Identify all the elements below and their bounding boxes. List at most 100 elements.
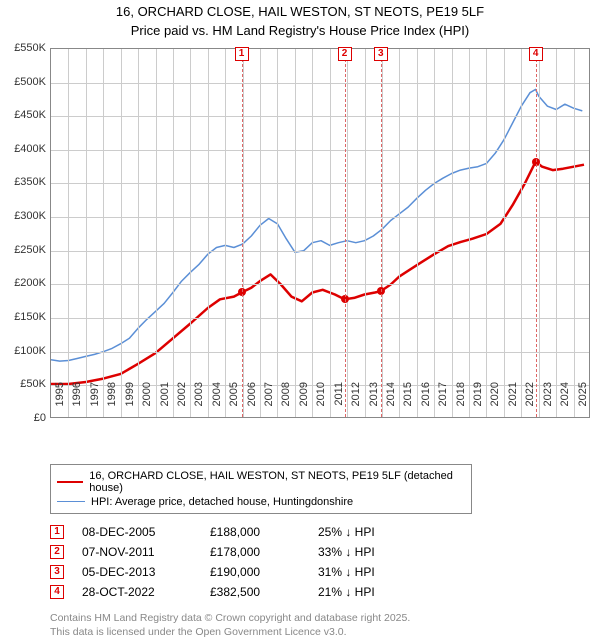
x-axis-label: 2003 [193,382,205,422]
marker-vline [536,49,537,417]
x-gridline [121,49,122,417]
x-axis-label: 1999 [124,382,136,422]
x-gridline [173,49,174,417]
x-gridline [138,49,139,417]
marker-vline [345,49,346,417]
x-gridline [486,49,487,417]
marker-box-1: 1 [235,47,249,61]
sale-price: £188,000 [210,525,300,539]
x-gridline [103,49,104,417]
footnote-line1: Contains HM Land Registry data © Crown c… [50,612,600,626]
x-axis-label: 2005 [228,382,240,422]
series-line-hpi [51,89,582,361]
sale-price: £382,500 [210,585,300,599]
y-gridline [51,352,589,353]
sale-pct-vs-hpi: 31% ↓ HPI [318,565,428,579]
y-axis-label: £250K [6,244,46,256]
x-gridline [243,49,244,417]
x-gridline [417,49,418,417]
sale-pct-vs-hpi: 21% ↓ HPI [318,585,428,599]
x-axis-label: 2015 [402,382,414,422]
sale-date: 08-DEC-2005 [82,525,192,539]
x-gridline [156,49,157,417]
y-axis-label: £200K [6,277,46,289]
x-axis-label: 2001 [159,382,171,422]
y-gridline [51,251,589,252]
x-gridline [469,49,470,417]
x-axis-label: 1995 [54,382,66,422]
sale-marker: 1 [50,525,64,539]
x-gridline [539,49,540,417]
x-axis-label: 2013 [368,382,380,422]
x-gridline [330,49,331,417]
chart-lines-svg [51,49,591,419]
x-axis-label: 2020 [489,382,501,422]
x-gridline [225,49,226,417]
sale-date: 28-OCT-2022 [82,585,192,599]
x-axis-label: 1996 [71,382,83,422]
x-axis-label: 2009 [298,382,310,422]
chart-title-line2: Price paid vs. HM Land Registry's House … [0,23,600,44]
x-gridline [504,49,505,417]
y-axis-label: £150K [6,311,46,323]
x-gridline [260,49,261,417]
x-axis-label: 2000 [141,382,153,422]
y-axis-label: £100K [6,345,46,357]
x-axis-label: 2010 [315,382,327,422]
sales-row: 305-DEC-2013£190,00031% ↓ HPI [50,562,600,582]
marker-box-2: 2 [338,47,352,61]
sale-marker: 2 [50,545,64,559]
y-axis-label: £350K [6,176,46,188]
x-gridline [574,49,575,417]
x-gridline [68,49,69,417]
y-gridline [51,217,589,218]
x-axis-label: 2006 [246,382,258,422]
y-gridline [51,284,589,285]
y-axis-label: £50K [6,378,46,390]
x-gridline [190,49,191,417]
x-axis-label: 2022 [524,382,536,422]
x-axis-label: 2002 [176,382,188,422]
y-gridline [51,116,589,117]
chart-container: 1 2 3 4 £0 £50K £100K £150K £200K £250K £300K £350… [8,44,594,458]
x-axis-label: 2008 [280,382,292,422]
x-axis-label: 2017 [437,382,449,422]
sale-pct-vs-hpi: 25% ↓ HPI [318,525,428,539]
sales-row: 1 08-DEC-2005 £188,000 25% ↓ HPI [50,522,600,542]
x-axis-label: 2019 [472,382,484,422]
x-axis-label: 2016 [420,382,432,422]
plot-area: 1 2 3 4 [50,48,590,418]
sale-price: £178,000 [210,545,300,559]
sale-pct-vs-hpi: 33% ↓ HPI [318,545,428,559]
x-gridline [208,49,209,417]
x-axis-label: 2014 [385,382,397,422]
y-axis-label: £550K [6,42,46,54]
y-gridline [51,83,589,84]
legend-label-hpi: HPI: Average price, detached house, Hunt… [91,496,353,508]
x-axis-label: 2021 [507,382,519,422]
marker-box-3: 3 [374,47,388,61]
x-axis-label: 2018 [455,382,467,422]
legend-row-hpi: HPI: Average price, detached house, Hunt… [57,495,465,509]
y-gridline [51,183,589,184]
y-axis-label: £0 [6,412,46,424]
x-gridline [277,49,278,417]
x-gridline [312,49,313,417]
x-axis-label: 1998 [106,382,118,422]
legend-swatch-hpi [57,501,85,502]
marker-box-4: 4 [529,47,543,61]
legend-label-price-paid: 16, ORCHARD CLOSE, HAIL WESTON, ST NEOTS… [89,470,465,494]
x-gridline [556,49,557,417]
y-axis-label: £300K [6,210,46,222]
sale-date: 07-NOV-2011 [82,545,192,559]
y-axis-label: £500K [6,76,46,88]
sale-marker: 4 [50,585,64,599]
x-gridline [521,49,522,417]
legend-row-price-paid: 16, ORCHARD CLOSE, HAIL WESTON, ST NEOTS… [57,469,465,495]
x-gridline [347,49,348,417]
sale-marker: 3 [50,565,64,579]
sale-price: £190,000 [210,565,300,579]
x-gridline [86,49,87,417]
x-gridline [452,49,453,417]
x-gridline [365,49,366,417]
